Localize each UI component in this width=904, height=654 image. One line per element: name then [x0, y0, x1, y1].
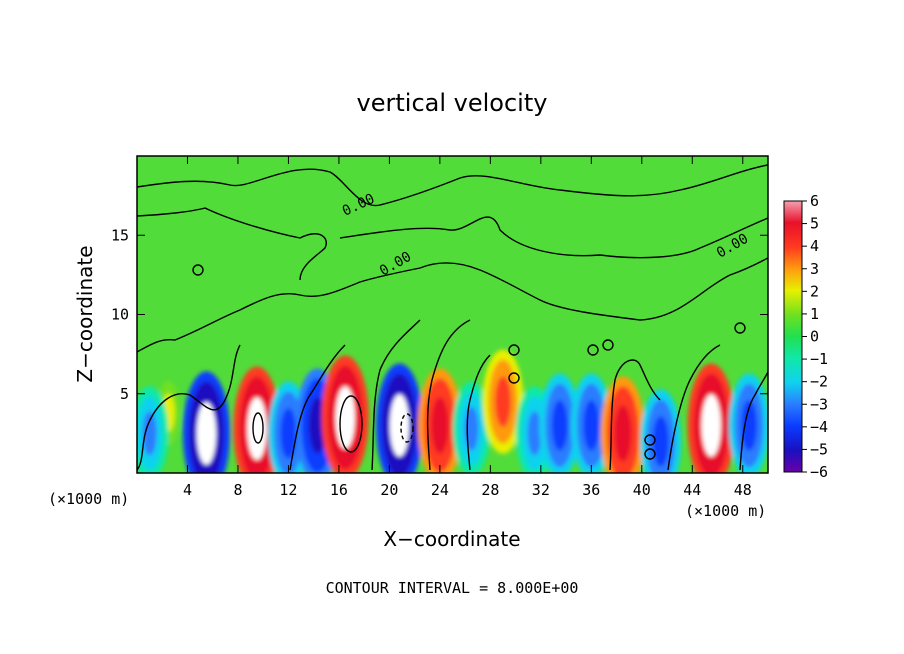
contour-line	[289, 344, 346, 471]
x-tick-label: 24	[431, 481, 449, 499]
colorbar-tick-label: −6	[810, 463, 828, 481]
contour-loop	[400, 413, 414, 443]
plot-area: 0.00 0.00 0.00	[137, 156, 768, 473]
x-tick-label: 28	[481, 481, 499, 499]
x-tick-label: 48	[734, 481, 752, 499]
contour-lines	[137, 164, 768, 471]
contour-loop	[644, 434, 656, 446]
contour-line	[137, 164, 768, 207]
colorbar-tick-label: 1	[810, 305, 819, 323]
x-tick-label: 36	[582, 481, 600, 499]
colorbar-tick-label: 4	[810, 237, 819, 255]
field-cell-core	[495, 376, 511, 427]
contour-line	[466, 354, 491, 471]
contour-line	[137, 207, 327, 281]
colorbar-tick-label: 5	[810, 215, 819, 233]
contour-line	[739, 371, 768, 471]
field-cell-core	[614, 405, 632, 462]
y-tick-label: 5	[120, 385, 129, 403]
x-unit-label-left: (×1000 m)	[48, 490, 129, 508]
colorbar-tick-label: −4	[810, 418, 828, 436]
x-axis-title: X−coordinate	[383, 527, 520, 551]
contour-loop	[508, 372, 520, 384]
contour-loop	[734, 322, 746, 334]
contour-line	[137, 344, 241, 471]
colorbar-tick-label: −5	[810, 440, 828, 458]
field-cell-core	[652, 416, 669, 467]
y-tick-label: 10	[111, 306, 129, 324]
field-cell-core	[389, 394, 410, 457]
y-tick-label: 15	[111, 226, 129, 244]
colorbar-ticks: 6 5 4 3 2 1 0 −1 −2 −3 −4 −5 −6	[802, 192, 828, 481]
contour-line	[339, 216, 768, 259]
contour-loop	[339, 395, 363, 453]
x-tick-label: 12	[279, 481, 297, 499]
colorbar-gradient	[783, 200, 803, 473]
contour-loop	[602, 339, 614, 351]
contour-interval-note: CONTOUR INTERVAL = 8.000E+00	[326, 579, 579, 597]
colorbar-tick-label: 3	[810, 260, 819, 278]
x-tick-label: 32	[532, 481, 550, 499]
colorbar-tick-label: −2	[810, 373, 828, 391]
contour-loop	[508, 344, 520, 356]
colorbar-tick-label: 6	[810, 192, 819, 210]
colorbar-tick-label: −3	[810, 395, 828, 413]
x-tick-label: 16	[330, 481, 348, 499]
colorbar: 6 5 4 3 2 1 0 −1 −2 −3 −4 −5 −6	[783, 192, 828, 481]
y-axis-title: Z−coordinate	[73, 245, 97, 382]
contour-line	[137, 257, 768, 353]
colorbar-tick-label: 2	[810, 282, 819, 300]
x-axis: 4 8 12 16 20 24 28 32 36 40 44 48	[183, 156, 752, 499]
field-cell-core	[196, 402, 217, 465]
x-tick-label: 8	[233, 481, 242, 499]
field-cells	[137, 349, 768, 473]
x-tick-label: 40	[633, 481, 651, 499]
field-cell-core	[527, 411, 542, 456]
contour-line	[609, 359, 661, 471]
contour-line	[371, 319, 421, 471]
contour-loop	[587, 344, 599, 356]
contour-loop	[252, 412, 264, 444]
field-cell-core	[431, 397, 449, 454]
x-unit-label-right: (×1000 m)	[685, 502, 766, 520]
field-cell-core	[142, 411, 157, 456]
y-axis: 5 10 15	[111, 226, 768, 403]
x-tick-label: 44	[683, 481, 701, 499]
x-tick-label: 4	[183, 481, 192, 499]
field-cell-core	[280, 408, 297, 459]
chart-title: vertical velocity	[357, 89, 548, 117]
contour-line	[667, 344, 721, 471]
contour-loop	[192, 264, 204, 276]
field-cell-core	[741, 400, 757, 451]
x-tick-label: 20	[380, 481, 398, 499]
colorbar-tick-label: 0	[810, 328, 819, 346]
colorbar-tick-label: −1	[810, 350, 828, 368]
field-cell-core	[551, 400, 568, 451]
field-cell-core	[583, 400, 600, 451]
field-cell-core	[247, 397, 267, 460]
field-cell-core	[701, 394, 721, 457]
contour-loop	[644, 448, 656, 460]
contour-line	[426, 319, 471, 471]
field-cell-core	[464, 406, 479, 451]
